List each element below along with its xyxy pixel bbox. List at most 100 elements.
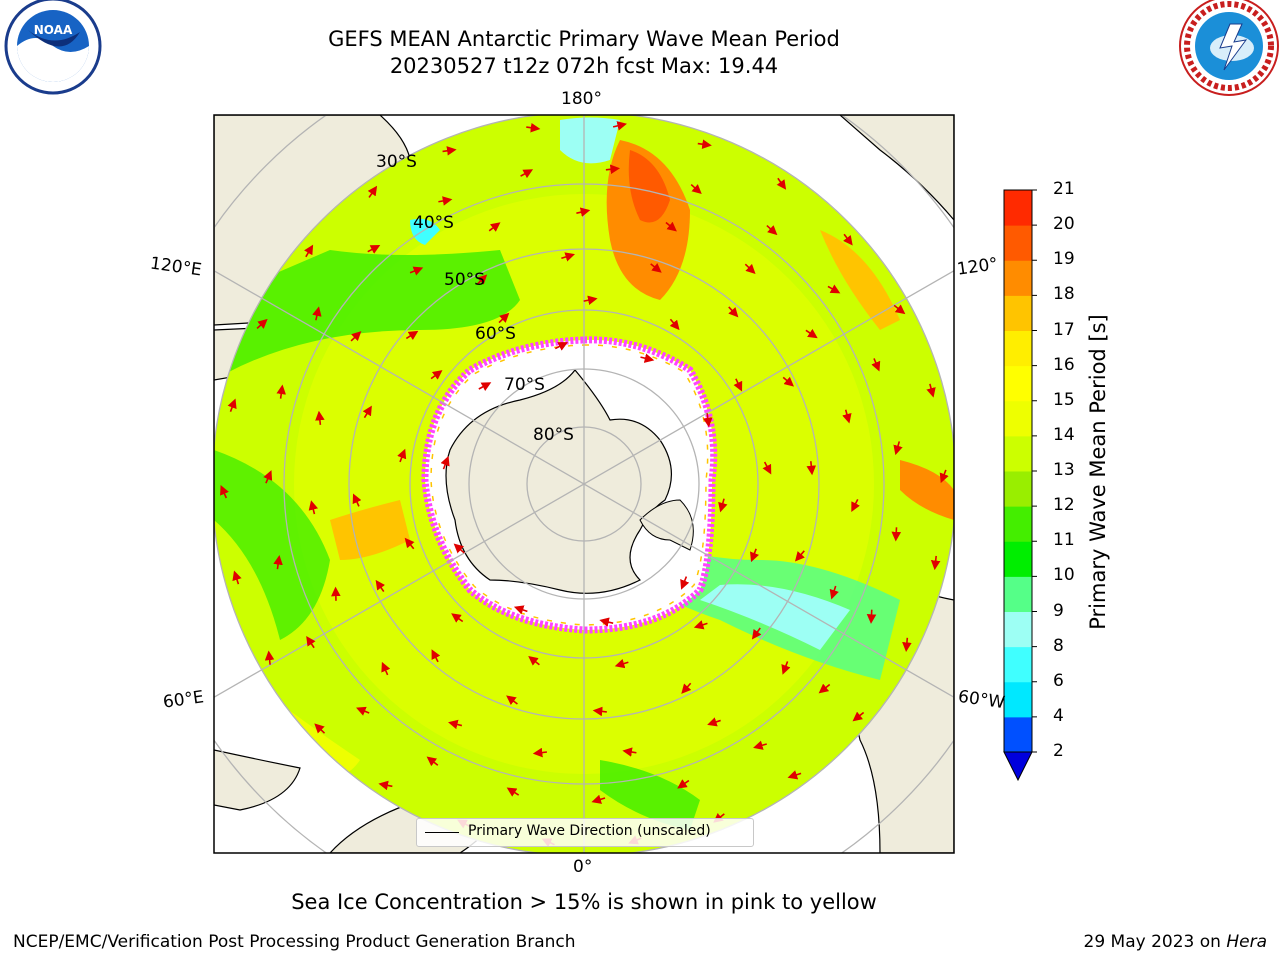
wave-direction-arrow xyxy=(926,383,936,398)
wave-direction-arrow xyxy=(650,263,662,273)
svg-text:NOAA: NOAA xyxy=(34,23,73,37)
wave-direction-arrow xyxy=(367,185,378,198)
lat-label-40s: 40°S xyxy=(413,213,454,233)
colorbar xyxy=(1003,189,1037,782)
national-weather-service-logo xyxy=(1179,0,1279,96)
colorbar-tick-label: 18 xyxy=(1053,284,1075,305)
noaa-logo: NOAA xyxy=(4,0,102,95)
wave-direction-arrow xyxy=(356,706,370,716)
wave-direction-arrow xyxy=(453,543,465,554)
wave-direction-arrow xyxy=(781,661,791,675)
colorbar-tick-label: 19 xyxy=(1053,249,1075,270)
wave-direction-arrow xyxy=(902,637,912,652)
wave-direction-arrow xyxy=(843,233,853,246)
wave-direction-arrow xyxy=(891,527,902,542)
wave-direction-arrow xyxy=(751,627,762,640)
wave-direction-arrow xyxy=(513,605,528,615)
wave-direction-arrow xyxy=(852,711,865,722)
colorbar-segment xyxy=(1004,471,1032,507)
footer-date-text: 29 May 2023 on xyxy=(1083,932,1227,952)
wave-direction-arrow xyxy=(375,579,386,592)
colorbar-tick-label: 14 xyxy=(1053,424,1075,445)
wave-direction-arrow xyxy=(506,695,518,706)
colorbar-tick-label: 10 xyxy=(1053,565,1075,586)
legend-line-swatch xyxy=(425,832,459,833)
colorbar-tick-label: 16 xyxy=(1053,354,1075,375)
colorbar-extend-arrow xyxy=(1003,751,1033,782)
legend-label: Primary Wave Direction (unscaled) xyxy=(468,823,711,839)
wave-direction-arrow xyxy=(476,274,488,286)
wave-direction-arrow xyxy=(438,196,453,206)
wave-direction-arrow xyxy=(528,656,540,666)
wave-direction-arrow xyxy=(592,706,607,717)
graticule xyxy=(214,115,954,853)
colorbar-tick-label: 12 xyxy=(1053,495,1075,516)
legend: Primary Wave Direction (unscaled) xyxy=(416,818,754,847)
wave-direction-arrow xyxy=(866,609,877,624)
wave-direction-arrow xyxy=(599,617,614,627)
wave-direction-arrow xyxy=(697,139,712,149)
wave-direction-arrow xyxy=(693,620,708,630)
footer-credit: NCEP/EMC/Verification Post Processing Pr… xyxy=(13,932,576,952)
colorbar-segment xyxy=(1004,225,1032,261)
wave-direction-arrow xyxy=(381,661,391,676)
colorbar-tick-label: 9 xyxy=(1053,600,1064,621)
lat-label-30s: 30°S xyxy=(376,152,417,172)
colorbar-segment xyxy=(1004,576,1032,612)
wave-direction-arrow xyxy=(397,448,407,463)
wave-direction-arrow xyxy=(753,740,767,750)
wave-direction-arrow xyxy=(362,405,372,419)
colorbar-segment xyxy=(1004,260,1032,296)
wave-direction-arrow xyxy=(227,398,237,413)
wave-direction-arrow xyxy=(750,548,759,563)
wave-direction-arrow xyxy=(762,461,772,475)
wave-direction-arrow xyxy=(614,658,629,669)
wave-direction-arrow xyxy=(681,682,692,694)
wave-direction-arrow xyxy=(782,376,795,387)
colorbar-segment xyxy=(1004,681,1032,718)
wave-direction-arrow xyxy=(690,183,702,195)
lat-label-50s: 50°S xyxy=(444,270,485,290)
map-frame xyxy=(213,114,955,854)
wave-direction-arrow xyxy=(314,723,326,734)
lon-label-180: 180° xyxy=(561,89,602,109)
wave-direction-arrow xyxy=(367,245,381,254)
wave-direction-arrows xyxy=(220,121,949,848)
colorbar-segment xyxy=(1004,330,1032,367)
wave-direction-arrow xyxy=(451,613,464,623)
wave-direction-arrow xyxy=(612,121,627,131)
map-panel xyxy=(214,115,954,853)
wave-direction-arrow xyxy=(273,555,283,570)
sea-ice-caption: Sea Ice Concentration > 15% is shown in … xyxy=(291,890,877,914)
colorbar-tick-label: 13 xyxy=(1053,460,1075,480)
antarctica xyxy=(421,336,718,634)
wave-direction-arrow xyxy=(264,650,275,665)
wave-direction-arrow xyxy=(818,683,831,694)
colorbar-tick-label: 17 xyxy=(1053,319,1075,340)
wave-direction-arrow xyxy=(526,122,541,133)
colorbar-segment xyxy=(1004,365,1032,402)
wave-direction-arrow xyxy=(232,570,242,585)
footer-host: Hera xyxy=(1226,932,1267,952)
wave-direction-arrow xyxy=(827,284,841,294)
wave-direction-arrow xyxy=(718,498,728,513)
wave-direction-arrow xyxy=(426,756,439,767)
wave-direction-arrow xyxy=(576,207,591,217)
wave-direction-arrow xyxy=(520,169,534,179)
wave-direction-arrow xyxy=(930,555,941,571)
colorbar-segment xyxy=(1004,190,1032,226)
lat-label-80s: 80°S xyxy=(533,425,574,445)
wave-direction-arrow xyxy=(806,461,817,476)
wave-direction-arrow xyxy=(263,470,273,484)
wave-direction-arrow xyxy=(404,537,415,550)
wave-direction-arrow xyxy=(805,328,818,339)
wave-direction-arrow xyxy=(622,747,637,757)
wave-direction-arrow xyxy=(532,747,547,758)
wave-direction-arrow xyxy=(220,484,229,499)
wave-direction-arrow xyxy=(728,306,739,318)
wave-direction-arrow xyxy=(707,717,721,727)
lon-label-0: 0° xyxy=(573,857,593,877)
wave-direction-arrow xyxy=(829,585,839,600)
colorbar-segment xyxy=(1004,435,1032,472)
